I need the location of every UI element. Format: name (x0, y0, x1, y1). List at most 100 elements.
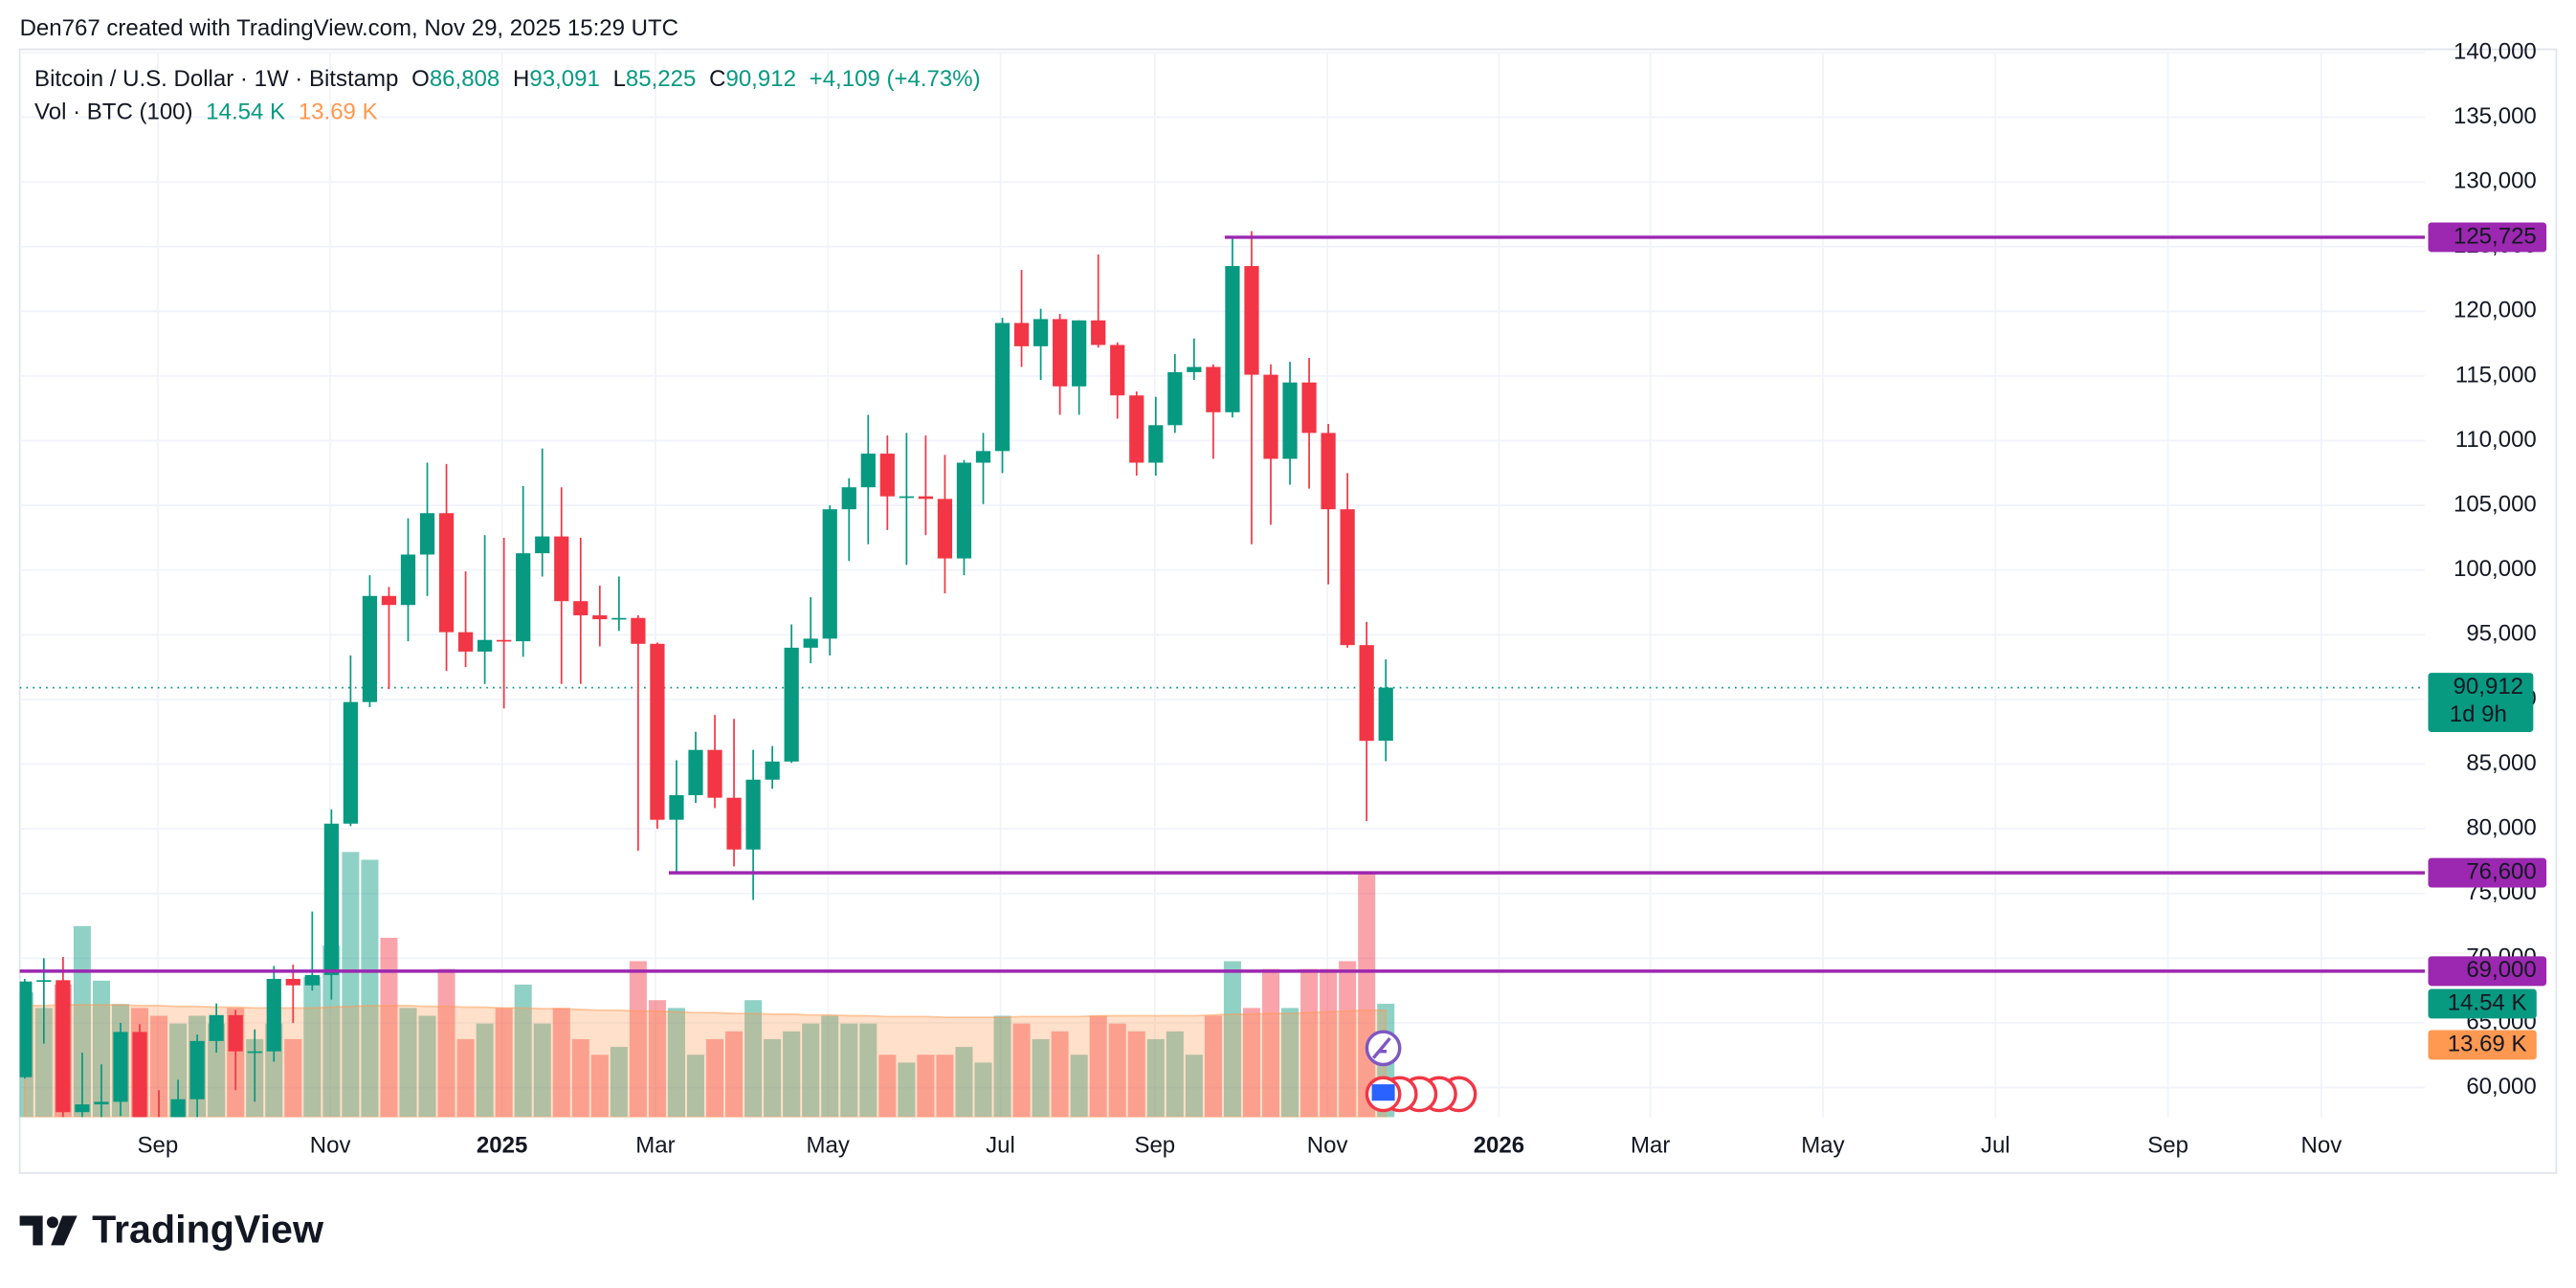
candle-body (669, 794, 684, 820)
candle-body (266, 978, 281, 1052)
volume-bar (1281, 1008, 1299, 1118)
event-icons (1365, 1030, 1477, 1113)
volume-bar (974, 1062, 992, 1118)
candle-body (19, 981, 33, 1077)
volume-bar (1051, 1031, 1069, 1118)
volume-bar (783, 1031, 801, 1118)
candle-body (745, 779, 761, 850)
volume-bar (380, 937, 398, 1118)
candle-body (650, 643, 665, 820)
axes: 60,00065,00070,00075,00080,00085,00090,0… (137, 38, 2536, 1158)
candle-body (1301, 382, 1317, 433)
volume-label-box (2428, 988, 2537, 1019)
volume-bar (725, 1031, 744, 1118)
candle-body (803, 638, 818, 648)
volume-bar (73, 925, 91, 1118)
candle-body (323, 823, 339, 975)
candle-body (228, 1014, 243, 1052)
candle-body (170, 1099, 186, 1118)
candle-body (956, 462, 972, 559)
ohlc-key: O (411, 66, 430, 92)
candle-body (1033, 319, 1049, 346)
candle-body (438, 513, 455, 633)
volume-bar (1108, 1023, 1126, 1118)
candle-body (1013, 322, 1030, 346)
volume-bar (169, 1023, 188, 1118)
candle-body (975, 451, 991, 463)
volume-bar (1242, 1008, 1260, 1118)
volume-bar (878, 1055, 897, 1118)
volume-bar (1146, 1038, 1165, 1118)
volume-bar (418, 1015, 436, 1118)
volume-bar (361, 859, 379, 1118)
volume-bar (840, 1023, 858, 1118)
volume-bar (1320, 968, 1338, 1118)
volume-value: 14.54 K (206, 100, 285, 125)
volume-bar (495, 1008, 513, 1118)
candle-body (611, 617, 627, 620)
candle-body (1321, 433, 1336, 510)
x-tick-label: Jul (1981, 1133, 2010, 1159)
volume-bar (993, 1015, 1011, 1118)
volume-title: Vol · BTC (100) (34, 100, 193, 125)
volume-bar (648, 1000, 666, 1118)
candle-body (1110, 344, 1125, 396)
candle-body (860, 454, 876, 488)
y-tick-label: 85,000 (2466, 750, 2536, 776)
volume-bar (303, 976, 322, 1118)
candle-body (362, 595, 378, 702)
candle-body (1129, 395, 1144, 463)
volume-bar (514, 984, 532, 1118)
volume-bar (92, 980, 110, 1118)
plot (19, 231, 2426, 1118)
x-tick-label: Mar (1631, 1133, 1670, 1159)
volume-ma-area (23, 1004, 1388, 1118)
candle-body (477, 639, 493, 652)
y-tick-label: 140,000 (2454, 38, 2537, 64)
volume-bar (34, 1008, 53, 1118)
volume-bar (1089, 1015, 1107, 1118)
ohlc-value: 93,091 (529, 66, 599, 92)
candle-body (784, 647, 799, 762)
countdown: 1d 9h (2450, 701, 2507, 727)
volume-axis-label: 14.54 K (2448, 989, 2527, 1015)
candle-body (707, 749, 722, 798)
volume-bar (955, 1047, 973, 1118)
y-tick-label: 120,000 (2454, 298, 2537, 323)
level-label: 125,725 (2454, 223, 2537, 249)
ohlc-value: 90,912 (725, 66, 795, 92)
volume-bar (667, 1008, 685, 1118)
candle-body (937, 499, 953, 559)
level-label-box (2428, 222, 2547, 253)
x-tick-label: May (807, 1133, 850, 1159)
volume-bar (399, 1008, 417, 1118)
volume-bar (629, 961, 647, 1118)
y-tick-label: 130,000 (2454, 167, 2537, 193)
candle-body (1091, 320, 1106, 345)
change: +4,109 (+4.73%) (810, 66, 981, 92)
volume-bar (744, 1000, 763, 1118)
volume-bar (706, 1038, 724, 1118)
legend-main: Bitcoin / U.S. Dollar · 1W · Bitstamp O86… (34, 66, 981, 92)
candle-body (94, 1101, 109, 1105)
chart-frame (18, 48, 2558, 1174)
candle-body (1206, 366, 1221, 412)
volume-bar (821, 1015, 839, 1118)
volume-bar (917, 1055, 935, 1118)
candle-body (1282, 382, 1298, 459)
volume-bar (1204, 1015, 1222, 1118)
volume-bar (936, 1055, 954, 1118)
x-tick-label: Sep (2147, 1133, 2188, 1159)
candle-body (592, 615, 608, 620)
candle-body (631, 617, 646, 644)
candle-body (994, 322, 1010, 452)
brand-logo (19, 1215, 78, 1246)
volume-ma-axis-label: 13.69 K (2448, 1031, 2527, 1056)
volume-bar (590, 1055, 609, 1118)
volume-bar (1300, 968, 1319, 1118)
candle-body (1148, 425, 1164, 463)
candle-body (497, 639, 512, 642)
y-tick-label: 60,000 (2466, 1074, 2536, 1099)
volume-bar (208, 1023, 226, 1118)
x-tick-label: Nov (1307, 1133, 1348, 1159)
